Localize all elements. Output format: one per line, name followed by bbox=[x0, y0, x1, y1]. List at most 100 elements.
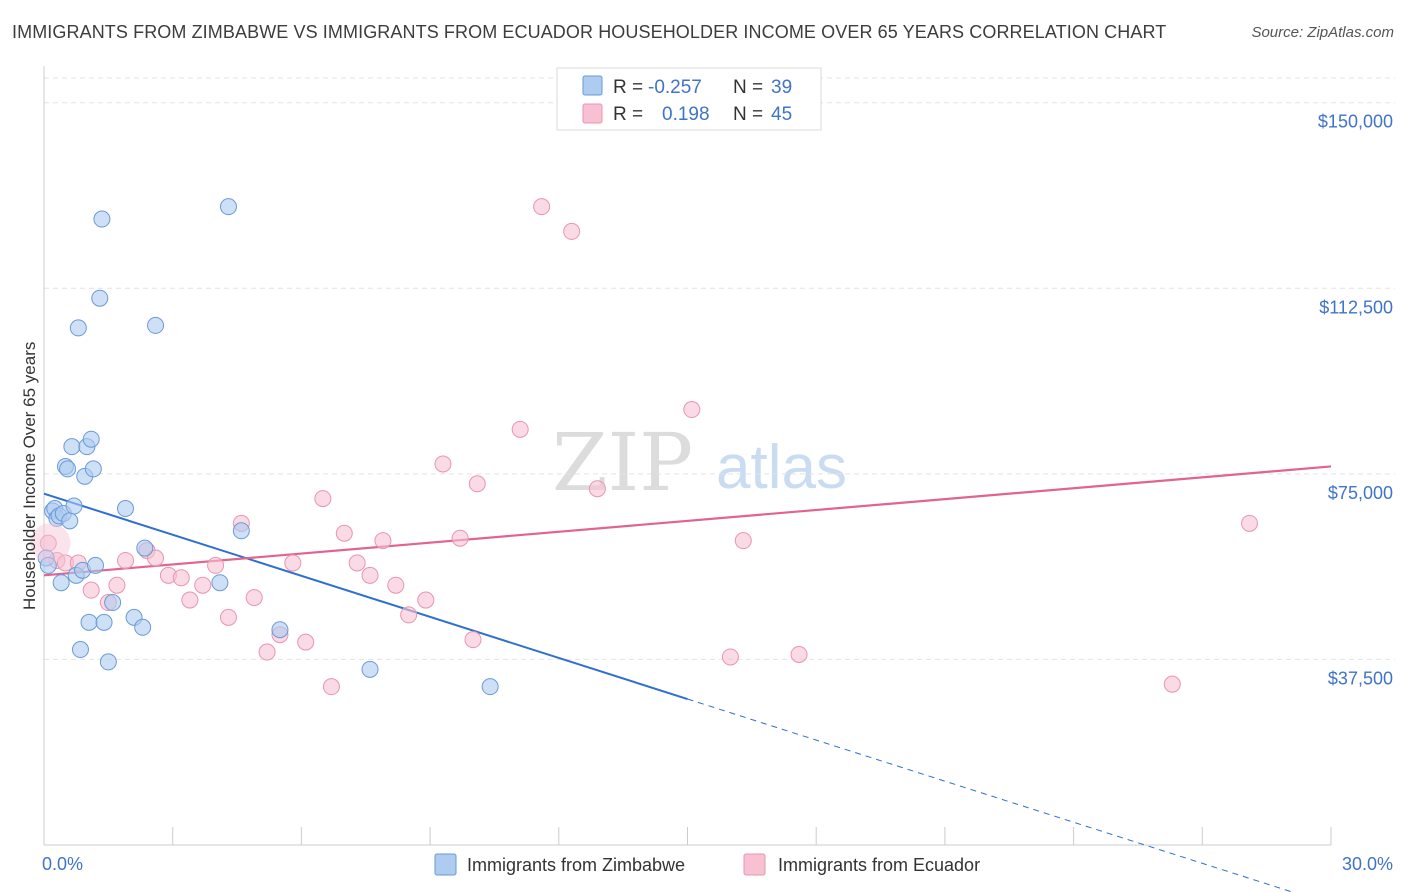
point-zimbabwe bbox=[80, 613, 98, 631]
legend: R = -0.257 N = 39 R = 0.198 N = 45 bbox=[556, 67, 822, 131]
point-ecuador bbox=[563, 222, 581, 240]
point-ecuador bbox=[511, 420, 529, 438]
point-ecuador bbox=[387, 576, 405, 594]
point-zimbabwe bbox=[481, 678, 499, 696]
axes bbox=[43, 66, 1332, 846]
point-zimbabwe bbox=[71, 641, 89, 659]
point-ecuador bbox=[147, 549, 165, 567]
point-ecuador bbox=[117, 551, 135, 569]
bottom-legend-label-zimbabwe: Immigrants from Zimbabwe bbox=[467, 855, 685, 875]
point-ecuador bbox=[468, 475, 486, 493]
y-tick-labels: $37,500 $75,000 $112,500 $150,000 bbox=[1318, 112, 1393, 689]
point-ecuador bbox=[374, 532, 392, 550]
bottom-legend-label-ecuador: Immigrants from Ecuador bbox=[778, 855, 980, 875]
y-tick-label: $75,000 bbox=[1328, 483, 1393, 503]
bottom-legend-swatch-zimbabwe bbox=[434, 853, 457, 876]
source-label: Source: ZipAtlas.com bbox=[1251, 24, 1394, 41]
point-ecuador-cluster bbox=[30, 523, 71, 564]
point-ecuador bbox=[790, 645, 808, 663]
point-ecuador bbox=[219, 608, 237, 626]
point-zimbabwe bbox=[52, 574, 70, 592]
legend-n-label: N = bbox=[733, 77, 763, 98]
bottom-legend: Immigrants from Zimbabwe Immigrants from… bbox=[434, 853, 980, 876]
point-ecuador bbox=[464, 631, 482, 649]
y-axis-label: Householder Income Over 65 years bbox=[20, 342, 39, 610]
point-ecuador bbox=[284, 554, 302, 572]
point-zimbabwe bbox=[211, 574, 229, 592]
watermark-zip: ZIP bbox=[552, 416, 693, 509]
point-zimbabwe bbox=[86, 556, 104, 574]
point-ecuador bbox=[400, 606, 418, 624]
legend-r-label: R = bbox=[613, 77, 643, 98]
legend-r-value: -0.257 bbox=[648, 77, 702, 98]
point-zimbabwe bbox=[65, 497, 83, 515]
point-ecuador bbox=[322, 678, 340, 696]
point-zimbabwe bbox=[361, 660, 379, 678]
point-zimbabwe bbox=[95, 613, 113, 631]
bottom-legend-swatch-ecuador bbox=[743, 853, 766, 876]
trend-line-zimbabwe bbox=[43, 492, 688, 700]
point-zimbabwe bbox=[84, 460, 102, 478]
point-ecuador bbox=[314, 490, 332, 508]
point-zimbabwe bbox=[69, 319, 87, 337]
trend-line-ecuador bbox=[43, 465, 1332, 577]
point-zimbabwe bbox=[82, 430, 100, 448]
watermark: ZIP atlas bbox=[552, 416, 847, 509]
point-ecuador bbox=[258, 643, 276, 661]
legend-n-value: 39 bbox=[771, 77, 792, 98]
point-ecuador bbox=[1163, 675, 1181, 693]
point-zimbabwe bbox=[134, 618, 152, 636]
trend-line-zimbabwe-extension bbox=[687, 698, 1294, 892]
x-tick-label: 30.0% bbox=[1342, 854, 1393, 874]
legend-swatch-zimbabwe bbox=[582, 75, 603, 96]
point-zimbabwe bbox=[63, 438, 81, 456]
y-tick-label: $37,500 bbox=[1328, 668, 1393, 688]
point-zimbabwe bbox=[117, 500, 135, 518]
point-ecuador bbox=[434, 455, 452, 473]
point-zimbabwe bbox=[61, 512, 79, 530]
point-ecuador bbox=[734, 532, 752, 550]
chart-title: IMMIGRANTS FROM ZIMBABWE VS IMMIGRANTS F… bbox=[12, 22, 1167, 42]
scatter-points bbox=[30, 198, 1258, 696]
legend-n-label: N = bbox=[733, 104, 763, 125]
point-ecuador bbox=[82, 581, 100, 599]
legend-n-value: 45 bbox=[771, 104, 792, 125]
point-ecuador bbox=[297, 633, 315, 651]
point-zimbabwe bbox=[147, 316, 165, 334]
point-zimbabwe bbox=[91, 289, 109, 307]
legend-swatch-ecuador bbox=[582, 103, 603, 124]
legend-r-label: R = bbox=[613, 104, 643, 125]
point-ecuador bbox=[172, 569, 190, 587]
point-zimbabwe bbox=[232, 522, 250, 540]
point-ecuador bbox=[207, 556, 225, 574]
x-tick-labels: 0.0% 30.0% bbox=[42, 854, 1393, 874]
point-zimbabwe bbox=[271, 621, 289, 639]
point-zimbabwe bbox=[104, 594, 122, 612]
point-ecuador bbox=[721, 648, 739, 666]
trend-lines bbox=[43, 465, 1332, 892]
point-ecuador bbox=[533, 198, 551, 216]
point-zimbabwe bbox=[93, 210, 111, 228]
point-ecuador bbox=[348, 554, 366, 572]
y-tick-label: $112,500 bbox=[1319, 297, 1393, 317]
point-ecuador bbox=[451, 529, 469, 547]
point-ecuador bbox=[181, 591, 199, 609]
legend-r-value: 0.198 bbox=[662, 104, 710, 125]
y-tick-label: $150,000 bbox=[1318, 112, 1393, 132]
gridlines bbox=[44, 77, 1395, 660]
point-ecuador bbox=[335, 524, 353, 542]
point-zimbabwe bbox=[99, 653, 117, 671]
point-ecuador bbox=[194, 576, 212, 594]
point-zimbabwe bbox=[39, 556, 57, 574]
point-zimbabwe bbox=[59, 460, 77, 478]
x-tick-label: 0.0% bbox=[42, 854, 83, 874]
point-ecuador bbox=[361, 566, 379, 584]
point-ecuador bbox=[245, 589, 263, 607]
watermark-atlas: atlas bbox=[716, 433, 847, 502]
point-ecuador bbox=[108, 576, 126, 594]
point-zimbabwe bbox=[136, 539, 154, 557]
point-ecuador bbox=[417, 591, 435, 609]
point-ecuador bbox=[683, 401, 701, 419]
point-ecuador bbox=[1240, 514, 1258, 532]
